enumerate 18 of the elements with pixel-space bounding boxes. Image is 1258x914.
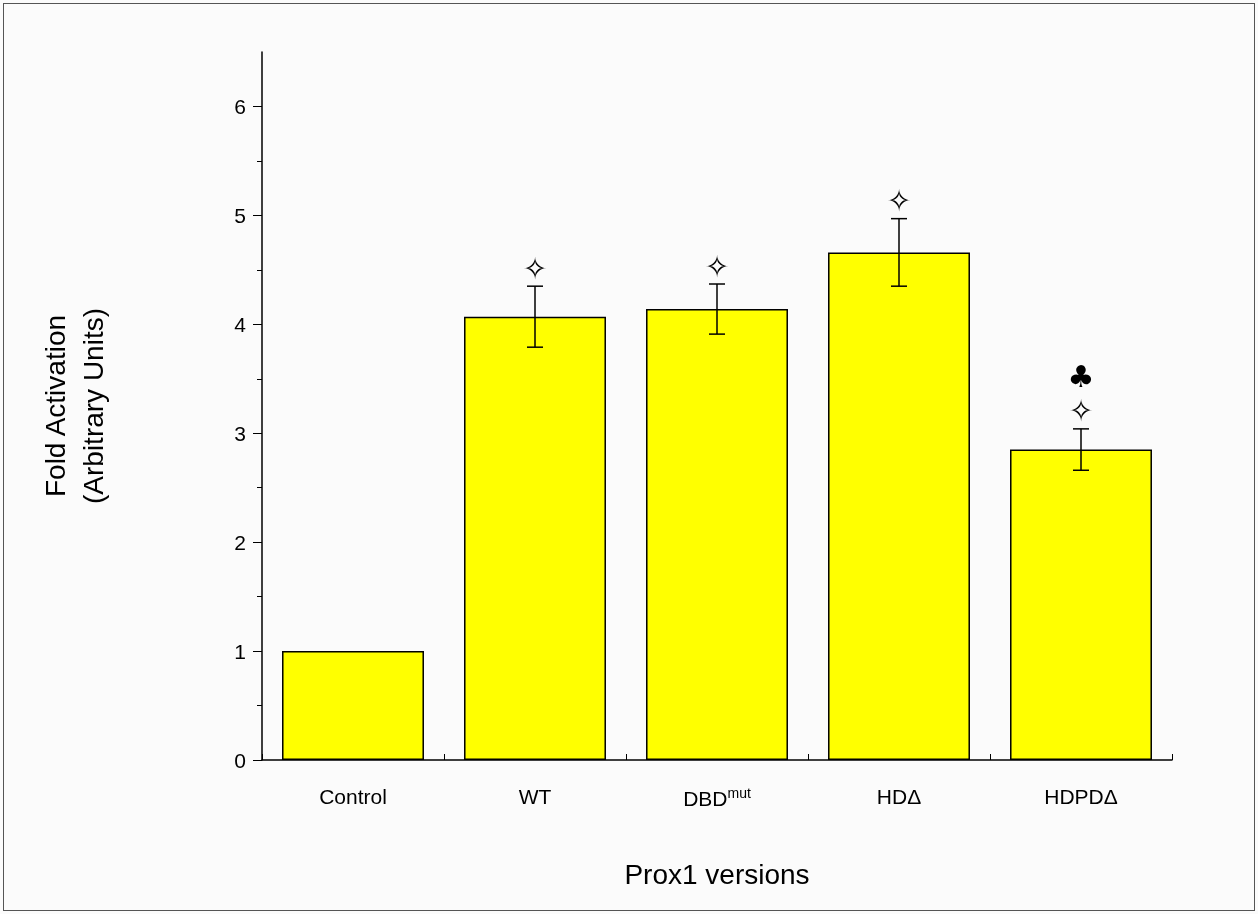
x-tick-label: Control — [319, 785, 387, 808]
y-axis-title: Fold Activation (Arbitrary Units) — [39, 307, 109, 505]
y-tick-label: 4 — [234, 312, 247, 336]
annotation: ✧ — [704, 248, 730, 284]
y-tick-label: 1 — [234, 639, 246, 663]
x-tick-label: WT — [518, 785, 552, 808]
y-tick-label: 2 — [234, 530, 246, 554]
y-tick-label: 5 — [234, 203, 246, 227]
annotation: ✧ — [522, 250, 548, 286]
x-tick-label: HDΔ — [876, 785, 922, 808]
annotation: ♣ — [1067, 359, 1095, 395]
x-tick-label: HDPDΔ — [1044, 785, 1118, 808]
y-tick-label: 6 — [234, 94, 246, 118]
annotation: ✧ — [886, 183, 912, 219]
annotation: ✧ — [1068, 393, 1094, 429]
x-axis-title: Prox1 versions — [624, 858, 810, 890]
y-tick-label: 0 — [234, 748, 246, 772]
y-tick-label: 3 — [234, 421, 246, 445]
